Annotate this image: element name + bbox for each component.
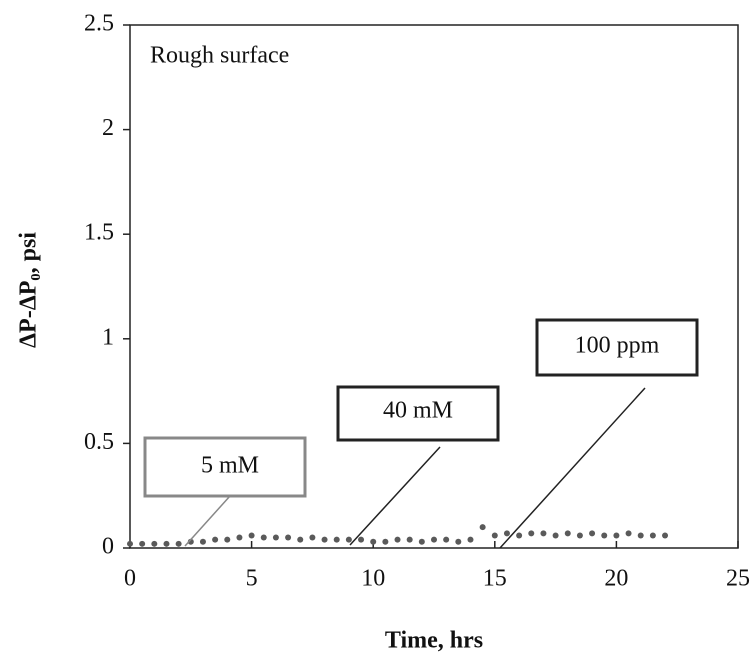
data-point (358, 536, 365, 543)
annotation: 100 ppm (575, 333, 660, 359)
data-point (175, 540, 182, 547)
data-point (418, 538, 425, 545)
x-tick-label: 0 (124, 566, 136, 592)
data-point (625, 530, 632, 537)
data-point (662, 532, 669, 539)
y-tick-label: 2 (102, 115, 114, 141)
data-point (260, 534, 267, 541)
y-tick-label: 0 (102, 534, 114, 560)
data-point (479, 524, 486, 531)
data-point (431, 536, 437, 543)
annotation-box (143, 436, 307, 498)
data-point (443, 536, 450, 543)
data-point (199, 538, 206, 545)
y-tick-label: 1.5 (84, 220, 114, 246)
data-point (309, 534, 316, 541)
annotation: 5 mM (201, 453, 259, 479)
data-point (394, 536, 401, 543)
data-point (151, 540, 158, 547)
y-tick-label: 2.5 (84, 11, 114, 37)
data-point (272, 534, 279, 541)
data-point (236, 534, 243, 541)
data-point (467, 536, 474, 543)
data-point (540, 530, 547, 537)
x-tick-label: 5 (246, 566, 258, 592)
data-point (321, 536, 328, 543)
annotation-pointer (349, 446, 441, 546)
data-point (637, 532, 644, 539)
data-point (345, 536, 352, 543)
y-tick-label: 0.5 (84, 429, 114, 455)
annotation: Rough surface (150, 43, 289, 69)
data-point (248, 532, 255, 539)
y-axis-label: ΔP-ΔP₀, psi (16, 232, 42, 348)
data-point (406, 536, 413, 543)
annotation-box (535, 318, 699, 377)
data-point (163, 540, 170, 547)
data-point (552, 532, 559, 539)
data-point (370, 538, 377, 545)
data-point (382, 538, 389, 545)
y-tick-label: 1 (102, 324, 114, 350)
data-point (613, 532, 620, 539)
x-tick-label: 15 (483, 566, 507, 592)
data-point (589, 530, 596, 537)
annotation-pointer (499, 387, 646, 549)
data-point (285, 534, 292, 541)
annotation-pointer (184, 495, 231, 547)
plot-frame (129, 24, 739, 549)
data-point (491, 532, 498, 539)
x-axis-label: Time, hrs (385, 628, 483, 654)
x-tick-label: 20 (604, 566, 628, 592)
data-point (576, 532, 583, 539)
data-point (224, 536, 231, 543)
data-point (212, 536, 219, 543)
data-point (455, 538, 462, 545)
data-point (528, 530, 535, 537)
data-point (127, 540, 133, 547)
data-point (333, 536, 340, 543)
data-point (503, 530, 510, 537)
data-point (516, 532, 523, 539)
annotation-box (336, 385, 500, 442)
data-point (649, 532, 656, 539)
annotation: 40 mM (383, 398, 453, 424)
data-point (139, 540, 146, 547)
data-point (564, 530, 571, 537)
x-tick-label: 10 (361, 566, 385, 592)
data-point (601, 532, 608, 539)
x-tick-label: 25 (726, 566, 750, 592)
data-point (297, 536, 304, 543)
